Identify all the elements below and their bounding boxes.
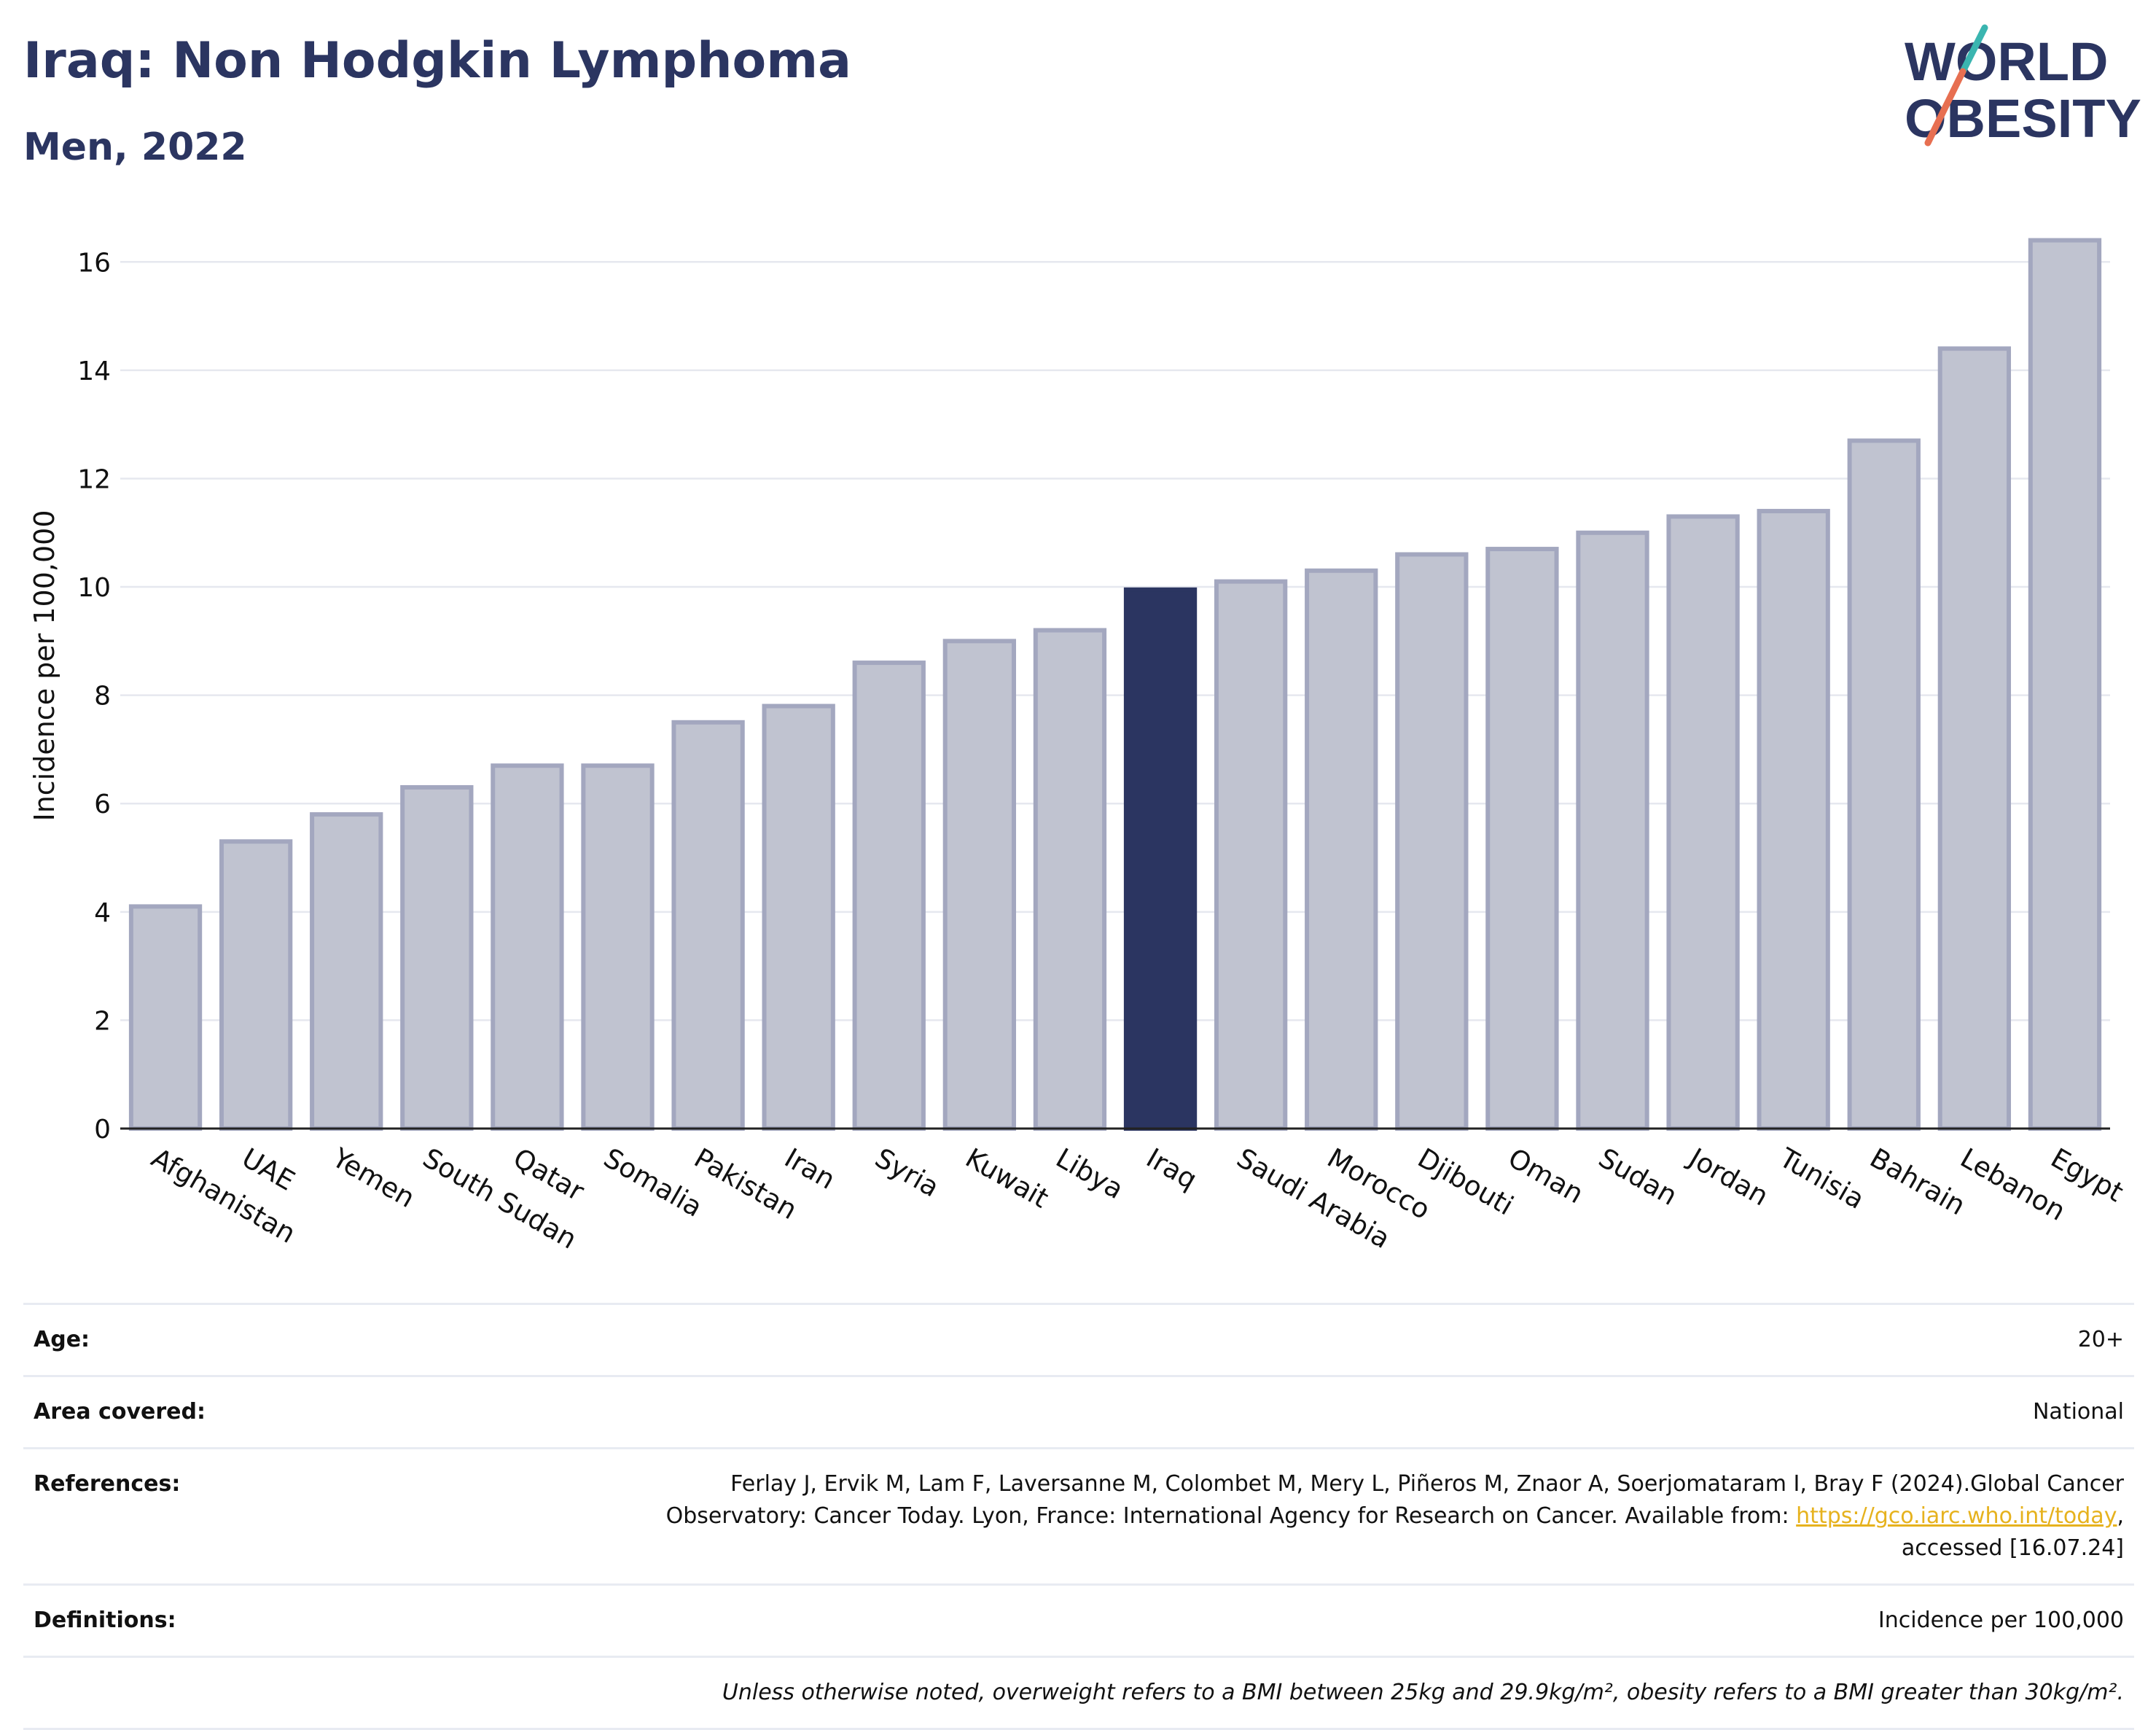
x-tick-label: Somalia [598,1142,708,1223]
logo-slash-teal [1959,24,1988,75]
y-tick-label: 12 [77,464,111,494]
bar [1033,628,1107,1131]
area-label: Area covered: [34,1399,206,1425]
references-line-2: Observatory: Cancer Today. Lyon, France:… [666,1500,2124,1532]
meta-row-area: Area covered: National [23,1375,2134,1447]
x-tick-label: Saudi Arabia [1232,1142,1396,1255]
references-label: References: [34,1471,181,1497]
y-axis-label: Incidence per 100,000 [28,510,60,821]
bar [2028,238,2102,1131]
bar [762,704,835,1131]
age-value: 20+ [2077,1327,2124,1352]
logo-slash-coral [1924,68,1966,147]
bar [1305,568,1378,1131]
age-label: Age: [34,1327,90,1352]
references-line-2-end: , [2117,1503,2124,1529]
y-tick-label: 0 [94,1115,111,1145]
x-tick-label: Libya [1050,1142,1128,1206]
y-tick-label: 16 [77,248,111,278]
x-tick-label: UAE [237,1142,300,1197]
logo-text-world: WORLD [1905,31,2109,92]
bar [852,661,926,1131]
obesity-definition-note: Unless otherwise noted, overweight refer… [722,1680,2124,1705]
bar [1395,552,1469,1131]
page-title: Iraq: Non Hodgkin Lymphoma [23,32,852,90]
bar [400,784,474,1131]
world-obesity-logo: WORLD OBESITY [1905,24,2141,149]
meta-row-references: References: Ferlay J, Ervik M, Lam F, La… [23,1447,2134,1583]
meta-row-age: Age: 20+ [23,1303,2134,1375]
bar [1757,509,1830,1131]
area-value: National [2032,1399,2124,1425]
references-link[interactable]: https://gco.iarc.who.int/today [1796,1503,2117,1529]
bar [581,763,655,1131]
page-subtitle: Men, 2022 [23,125,247,169]
y-tick-label: 8 [94,682,111,712]
x-tick-label: Kuwait [960,1142,1054,1215]
y-tick-label: 14 [77,356,111,386]
bar [310,812,383,1131]
x-tick-label: Syria [870,1142,945,1204]
x-tick-label: Iran [779,1142,840,1196]
bar [1485,547,1559,1131]
definitions-value: Incidence per 100,000 [1878,1608,2124,1633]
x-tick-label: Iraq [1141,1142,1203,1196]
bar [1937,346,2012,1131]
x-tick-label: Bahrain [1864,1142,1970,1222]
bar [219,839,293,1131]
references-line-3: accessed [16.07.24] [1901,1535,2124,1561]
meta-row-definitions: Definitions: Incidence per 100,000 [23,1583,2134,1656]
bar [671,720,745,1131]
logo-text-obesity: OBESITY [1905,88,2141,149]
x-tick-label: Yemen [327,1142,421,1214]
definitions-label: Definitions: [34,1608,176,1633]
bar [1576,530,1649,1131]
y-tick-label: 2 [94,1006,111,1036]
x-tick-label: Oman [1503,1142,1589,1210]
bar [1847,438,1921,1131]
bar [128,904,203,1131]
references-value: Ferlay J, Ervik M, Lam F, Laversanne M, … [666,1468,2124,1565]
references-line-1: Ferlay J, Ervik M, Lam F, Laversanne M, … [730,1471,2124,1497]
x-tick-label: Sudan [1593,1142,1682,1212]
y-tick-label: 4 [94,898,111,928]
x-tick-label: South Sudan [418,1142,582,1255]
bar [1214,579,1288,1131]
x-tick-label: Pakistan [689,1142,802,1226]
y-tick-label: 10 [77,573,111,603]
meta-row-note: Unless otherwise noted, overweight refer… [23,1656,2134,1730]
bars [128,238,2102,1131]
references-line-2-text: Observatory: Cancer Today. Lyon, France:… [665,1503,1797,1529]
y-tick-label: 6 [94,790,111,819]
bar [942,639,1017,1131]
x-tick-label: Tunisia [1773,1142,1870,1215]
bar-highlighted [1123,587,1198,1131]
bar [1666,514,1740,1131]
x-tick-label: Jordan [1682,1142,1773,1212]
bar [491,763,564,1131]
metadata-table: Age: 20+ Area covered: National Referenc… [23,1303,2134,1730]
